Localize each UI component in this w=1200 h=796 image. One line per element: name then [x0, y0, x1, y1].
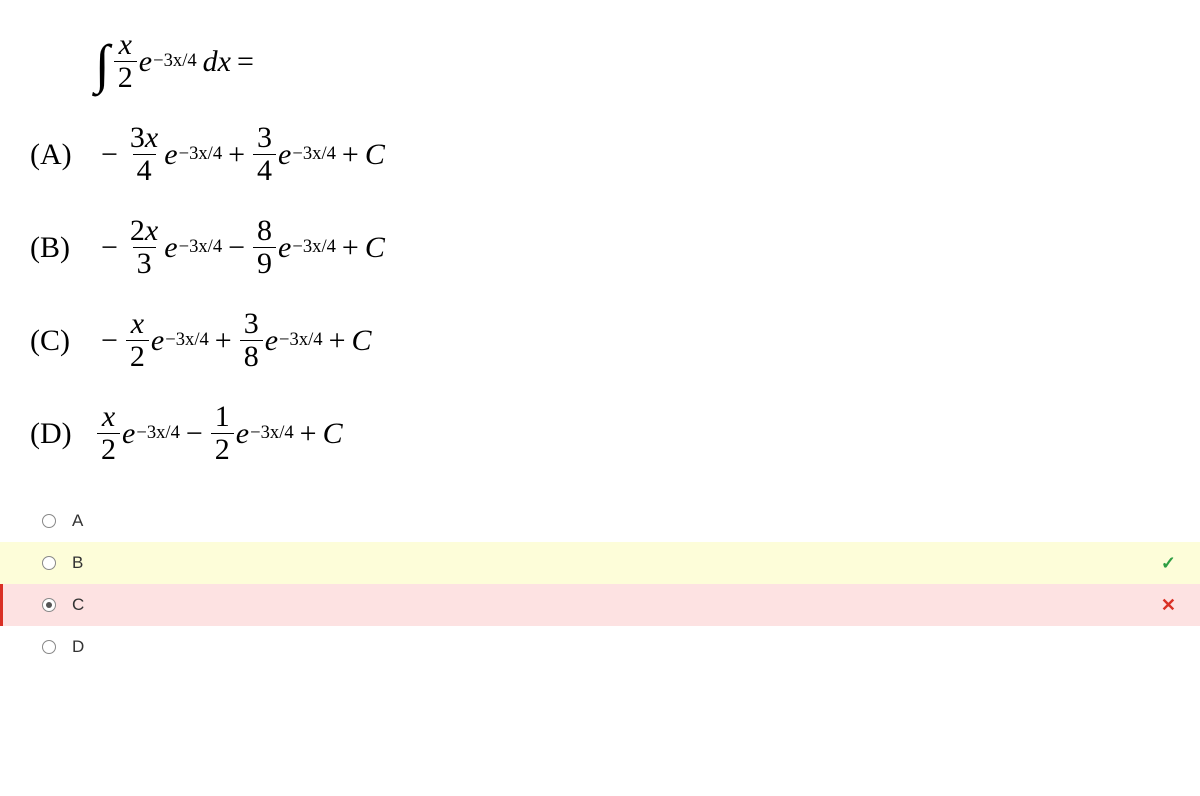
answer-row-D[interactable]: D — [0, 626, 1200, 668]
choice-label-C: (C) — [30, 326, 95, 356]
answer-label-A: A — [72, 511, 83, 531]
answer-row-C[interactable]: C ✕ — [0, 584, 1200, 626]
choice-B: (B) − 2x3 e−3x/4 − 89 e−3x/4 + C — [30, 216, 1170, 279]
answer-row-A[interactable]: A — [0, 500, 1200, 542]
radio-C[interactable] — [42, 598, 56, 612]
cross-icon: ✕ — [1161, 595, 1176, 616]
choice-label-D: (D) — [30, 419, 95, 449]
choice-D: (D) x2 e−3x/4 − 12 e−3x/4 + C — [30, 402, 1170, 465]
question-integral: ∫ x2 e−3x/4 dx = — [30, 30, 1170, 93]
radio-A[interactable] — [42, 514, 56, 528]
check-icon: ✓ — [1161, 553, 1176, 574]
answer-options: A B ✓ C ✕ D — [0, 500, 1200, 668]
answer-label-C: C — [72, 595, 84, 615]
fraction-x-over-2: x2 — [114, 30, 137, 93]
answer-label-D: D — [72, 637, 84, 657]
choice-label-A: (A) — [30, 140, 95, 170]
answer-row-B[interactable]: B ✓ — [0, 542, 1200, 584]
exponent: −3x/4 — [153, 52, 197, 71]
choice-label-B: (B) — [30, 233, 95, 263]
choice-C: (C) − x2 e−3x/4 + 38 e−3x/4 + C — [30, 309, 1170, 372]
radio-D[interactable] — [42, 640, 56, 654]
radio-B[interactable] — [42, 556, 56, 570]
equals-sign: = — [237, 47, 254, 77]
question-block: ∫ x2 e−3x/4 dx = (A) − 3x4 e−3x/4 + 34 e… — [0, 0, 1200, 465]
dx-label: dx — [203, 47, 231, 77]
answer-label-B: B — [72, 553, 83, 573]
choice-A: (A) − 3x4 e−3x/4 + 34 e−3x/4 + C — [30, 123, 1170, 186]
